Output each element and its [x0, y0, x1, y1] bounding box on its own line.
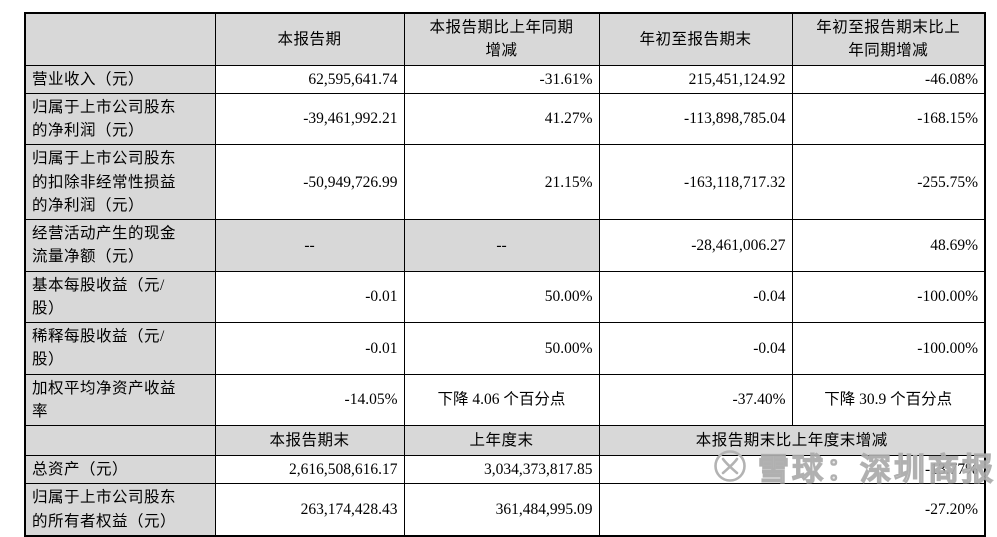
- net-profit-yoy: 41.27%: [403, 92, 600, 146]
- revenue-label: 营业收入（元）: [24, 64, 216, 94]
- row-net-profit-excl-nonrecurring: 归属于上市公司股东 的扣除非经常性损益 的净利润（元） -50,949,726.…: [24, 144, 986, 220]
- header-period-end-change: 本报告期末比上年度末增减: [598, 425, 986, 456]
- row-weighted-avg-roe: 加权平均净资产收益 率 -14.05% 下降 4.06 个百分点 -37.40%…: [24, 373, 986, 426]
- net-profit-ytd: -113,898,785.04: [598, 92, 793, 146]
- header2-empty-corner: [24, 425, 216, 456]
- diluted-eps-ytd: -0.04: [598, 322, 793, 375]
- header-ytd-yoy-change: 年初至报告期末比上 年同期增减: [791, 12, 986, 66]
- total-assets-change: -13.77%: [598, 454, 986, 485]
- equity-change: -27.20%: [598, 483, 986, 537]
- net-profit-excl-current: -50,949,726.99: [214, 144, 405, 220]
- cash-flow-ytd: -28,461,006.27: [598, 219, 793, 272]
- row-basic-eps: 基本每股收益（元/ 股） -0.01 50.00% -0.04 -100.00%: [24, 270, 986, 323]
- row-diluted-eps: 稀释每股收益（元/ 股） -0.01 50.00% -0.04 -100.00%: [24, 322, 986, 375]
- basic-eps-ytd: -0.04: [598, 270, 793, 323]
- roe-ytd: -37.40%: [598, 373, 793, 426]
- net-profit-label: 归属于上市公司股东 的净利润（元）: [24, 92, 216, 146]
- cash-flow-ytd-yoy: 48.69%: [791, 219, 986, 272]
- basic-eps-ytd-yoy: -100.00%: [791, 270, 986, 323]
- roe-yoy: 下降 4.06 个百分点: [403, 373, 600, 426]
- net-profit-excl-label: 归属于上市公司股东 的扣除非经常性损益 的净利润（元）: [24, 144, 216, 220]
- header-current-period: 本报告期: [214, 12, 405, 66]
- roe-label: 加权平均净资产收益 率: [24, 373, 216, 426]
- roe-current: -14.05%: [214, 373, 405, 426]
- cash-flow-yoy: --: [403, 219, 600, 272]
- row-total-assets: 总资产（元） 2,616,508,616.17 3,034,373,817.85…: [24, 454, 986, 485]
- revenue-ytd-yoy: -46.08%: [791, 64, 986, 94]
- total-assets-label: 总资产（元）: [24, 454, 216, 485]
- row-net-profit: 归属于上市公司股东 的净利润（元） -39,461,992.21 41.27% …: [24, 92, 986, 146]
- net-profit-current: -39,461,992.21: [214, 92, 405, 146]
- equity-prior-year-end: 361,484,995.09: [403, 483, 600, 537]
- total-assets-prior-year-end: 3,034,373,817.85: [403, 454, 600, 485]
- roe-ytd-yoy: 下降 30.9 个百分点: [791, 373, 986, 426]
- header-ytd: 年初至报告期末: [598, 12, 793, 66]
- revenue-ytd: 215,451,124.92: [598, 64, 793, 94]
- revenue-yoy: -31.61%: [403, 64, 600, 94]
- row-operating-cash-flow: 经营活动产生的现金 流量净额（元） -- -- -28,461,006.27 4…: [24, 219, 986, 272]
- header-row-period: 本报告期 本报告期比上年同期 增减 年初至报告期末 年初至报告期末比上 年同期增…: [24, 12, 986, 66]
- row-revenue: 营业收入（元） 62,595,641.74 -31.61% 215,451,12…: [24, 64, 986, 94]
- basic-eps-yoy: 50.00%: [403, 270, 600, 323]
- net-profit-ytd-yoy: -168.15%: [791, 92, 986, 146]
- net-profit-excl-ytd-yoy: -255.75%: [791, 144, 986, 220]
- basic-eps-label: 基本每股收益（元/ 股）: [24, 270, 216, 323]
- net-profit-excl-yoy: 21.15%: [403, 144, 600, 220]
- revenue-current: 62,595,641.74: [214, 64, 405, 94]
- header-current-period-yoy-change: 本报告期比上年同期 增减: [403, 12, 600, 66]
- equity-label: 归属于上市公司股东 的所有者权益（元）: [24, 483, 216, 537]
- diluted-eps-yoy: 50.00%: [403, 322, 600, 375]
- cash-flow-label: 经营活动产生的现金 流量净额（元）: [24, 219, 216, 272]
- equity-period-end: 263,174,428.43: [214, 483, 405, 537]
- diluted-eps-current: -0.01: [214, 322, 405, 375]
- cash-flow-current: --: [214, 219, 405, 272]
- header-prior-year-end: 上年度末: [403, 425, 600, 456]
- basic-eps-current: -0.01: [214, 270, 405, 323]
- header-empty-corner: [24, 12, 216, 66]
- header-period-end: 本报告期末: [214, 425, 405, 456]
- row-equity: 归属于上市公司股东 的所有者权益（元） 263,174,428.43 361,4…: [24, 483, 986, 537]
- diluted-eps-label: 稀释每股收益（元/ 股）: [24, 322, 216, 375]
- total-assets-period-end: 2,616,508,616.17: [214, 454, 405, 485]
- header-row-period-end: 本报告期末 上年度末 本报告期末比上年度末增减: [24, 425, 986, 456]
- diluted-eps-ytd-yoy: -100.00%: [791, 322, 986, 375]
- net-profit-excl-ytd: -163,118,717.32: [598, 144, 793, 220]
- financial-summary-table: 本报告期 本报告期比上年同期 增减 年初至报告期末 年初至报告期末比上 年同期增…: [24, 12, 986, 537]
